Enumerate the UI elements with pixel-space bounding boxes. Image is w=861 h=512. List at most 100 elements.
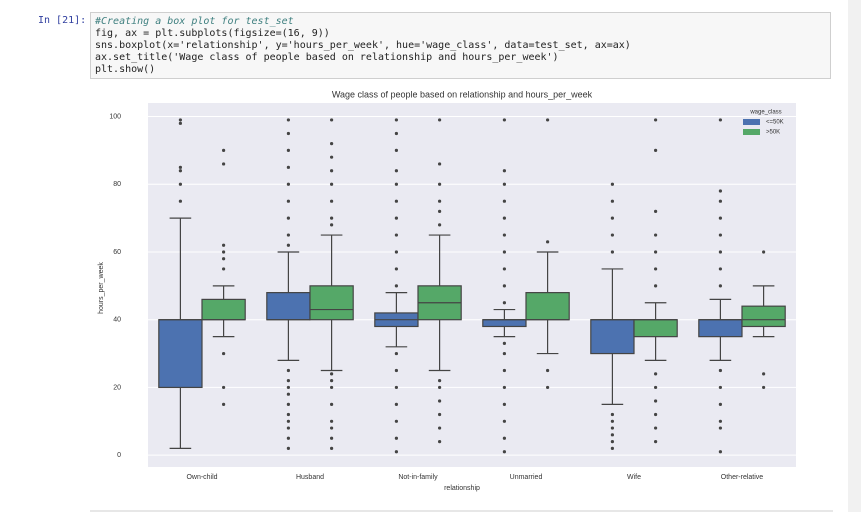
outlier [502,233,506,237]
outlier [610,446,615,450]
outlier [286,118,290,122]
legend-swatch [743,129,760,135]
outlier [330,142,334,146]
code-line: fig, ax = plt.subplots(figsize=(16, 9)) [95,28,330,39]
box [525,292,570,321]
box [482,319,527,328]
outlier [330,436,334,440]
outlier [718,385,723,390]
outlier [330,169,334,173]
outlier [330,182,334,186]
outlier [654,209,658,213]
outlier [394,182,398,186]
outlier [610,433,615,437]
outlier [286,385,290,390]
outlier [610,426,615,430]
outlier [286,131,290,136]
outlier [394,250,398,254]
outlier [438,412,442,417]
x-tick-label: Not-in-family [398,474,438,481]
outlier [502,199,506,203]
outlier [286,243,290,247]
outlier [502,284,506,288]
box [158,319,203,389]
outlier [502,341,506,346]
outlier [286,148,290,153]
outlier [286,199,290,203]
outlier [610,182,615,186]
outlier [394,351,398,356]
outlier [286,182,290,186]
outlier [286,426,290,430]
code-line: sns.boxplot(x='relationship', y='hours_p… [95,40,631,51]
outlier [394,450,398,454]
outlier [502,419,506,423]
outlier [286,419,290,423]
outlier [654,426,658,430]
outlier [394,436,398,440]
outlier [330,199,334,203]
outlier [546,368,550,373]
y-tick-label: 20 [113,384,121,391]
outlier [502,301,506,305]
outlier [222,250,226,254]
outlier [286,233,290,237]
outlier [546,240,550,244]
outlier [654,385,658,390]
outlier [286,446,290,450]
outlier [654,233,658,237]
outlier [438,162,442,166]
code-line: ax.set_title('Wage class of people based… [95,52,559,63]
outlier [502,385,506,390]
outlier [502,182,506,186]
outlier [502,169,506,173]
box [633,319,678,338]
outlier [222,148,226,153]
plot-background [148,103,796,467]
outlier [394,169,398,173]
outlier [286,216,290,220]
outlier [394,148,398,153]
cell-prompt: In [21]: [38,15,87,26]
outlier [330,372,334,376]
outlier [546,118,550,122]
outlier [610,216,615,220]
outlier [654,267,658,271]
outlier [222,162,226,166]
outlier [762,372,766,376]
outlier [438,399,442,403]
outlier [718,118,723,122]
outlier [178,182,182,186]
outlier [178,199,182,203]
outlier [394,419,398,423]
y-tick-label: 80 [113,181,121,188]
chart-title: Wage class of people based on relationsh… [332,89,593,99]
outlier [654,148,658,153]
outlier [394,385,398,390]
outlier [178,121,182,125]
outlier [654,440,658,444]
outlier [286,402,290,406]
outlier [546,385,550,390]
code-cell[interactable]: #Creating a box plot for test_set fig, ax… [90,12,831,79]
outlier [222,243,226,247]
outlier [718,450,723,454]
outlier [718,402,723,406]
outlier [330,385,334,390]
box [266,292,311,321]
outlier [330,446,334,450]
outlier [610,412,615,417]
outlier [610,233,615,237]
outlier [394,402,398,406]
outlier [438,440,442,444]
outlier [502,450,506,454]
outlier [762,250,766,254]
scrollbar[interactable] [848,0,861,512]
outlier [286,392,290,396]
outlier [330,155,334,159]
y-tick-label: 60 [113,249,121,256]
legend-label: >50K [766,130,780,136]
outlier [438,209,442,213]
outlier [394,284,398,288]
